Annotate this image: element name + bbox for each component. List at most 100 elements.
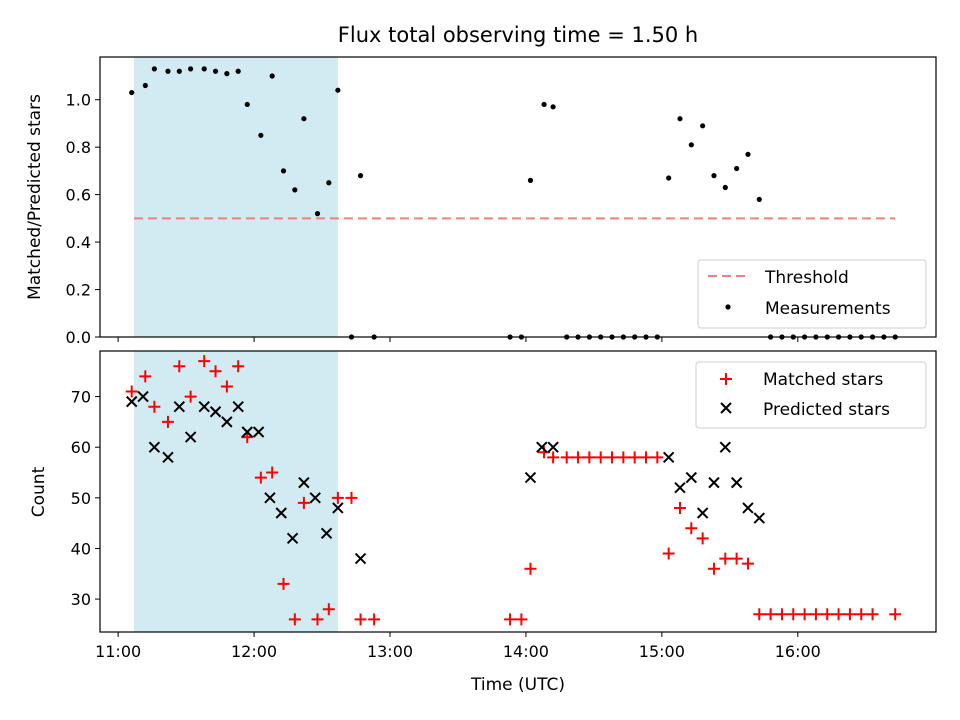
matched-stars-point	[617, 451, 630, 464]
measurement-point	[142, 82, 148, 89]
predicted-stars-point	[536, 441, 548, 453]
measurement-point	[734, 165, 740, 172]
measurement-point	[550, 104, 556, 110]
measurement-point	[224, 71, 230, 77]
measurement-point	[335, 87, 341, 93]
measurement-point	[212, 68, 219, 74]
predicted-stars-point	[173, 400, 186, 413]
x-tick-label: 15:00	[639, 642, 685, 661]
matched-stars-point	[719, 552, 732, 565]
matched-stars-point	[297, 496, 310, 509]
bottom-legend-frame	[695, 361, 927, 429]
matched-stars-point	[821, 608, 834, 621]
matched-stars-point	[148, 400, 161, 413]
matched-stars-point	[504, 613, 517, 626]
measurement-point	[314, 211, 321, 217]
matched-stars-point	[730, 552, 743, 565]
top-axes-frame	[99, 56, 937, 338]
predicted-stars-point	[524, 471, 537, 484]
predicted-stars-point	[332, 502, 344, 514]
bottom-panel: 30 40 50 60 70 11:00 12:00 13:00 14:00 15:00 16:00	[71, 350, 937, 661]
bottom-shaded-region	[133, 351, 338, 632]
matched-stars-point	[266, 466, 279, 479]
measurement-point	[722, 184, 728, 191]
predicted-stars-point	[264, 492, 276, 504]
matched-stars-point	[572, 451, 585, 464]
measurement-point	[235, 68, 241, 74]
matched-stars-point	[198, 355, 211, 368]
x-tick-label: 11:00	[95, 642, 141, 661]
matched-stars-point	[322, 603, 335, 616]
matched-stars-point	[832, 608, 845, 621]
top-y-tick-label: 0.4	[66, 233, 91, 252]
matched-stars-point	[161, 415, 174, 428]
measurement-point	[244, 101, 250, 108]
predicted-stars-point	[275, 507, 287, 519]
matched-stars-point	[173, 360, 186, 373]
matched-stars-point	[125, 385, 138, 398]
measurement-point	[258, 132, 264, 138]
predicted-stars-point	[221, 416, 233, 428]
x-tick-label: 14:00	[503, 642, 549, 661]
measurement-point	[527, 177, 534, 183]
measurement-point	[700, 123, 706, 129]
matched-stars-point	[232, 360, 245, 373]
matched-stars-point	[209, 365, 222, 378]
matched-stars-point	[809, 608, 822, 621]
top-shaded-region	[133, 57, 338, 337]
predicted-stars-point	[148, 441, 161, 453]
matched-stars-point	[547, 451, 560, 464]
matched-stars-point	[707, 562, 720, 575]
predicted-stars-point	[232, 400, 244, 413]
measurement-point	[292, 187, 298, 193]
matched-stars-point	[866, 608, 879, 621]
matched-stars-point	[184, 390, 197, 403]
top-y-tick-label: 0.2	[66, 281, 91, 300]
predicted-stars-point	[662, 451, 675, 464]
top-y-tick-label: 0.0	[66, 328, 91, 347]
predicted-stars-point	[198, 400, 210, 413]
matched-stars-point	[753, 608, 766, 621]
predicted-stars-point	[137, 390, 149, 403]
top-legend-measurement-swatch	[725, 304, 731, 310]
measurement-point	[201, 66, 207, 72]
matched-stars-point	[515, 613, 528, 626]
matched-stars-point	[628, 451, 641, 464]
bottom-legend-matched-swatch	[720, 373, 732, 385]
predicted-stars-point	[708, 476, 720, 489]
predicted-stars-point	[719, 441, 732, 453]
predicted-stars-point	[309, 492, 321, 504]
matched-stars-point	[843, 608, 856, 621]
bottom-y-axis-label: Count	[29, 466, 49, 517]
matched-stars-point	[685, 522, 698, 535]
chart-title: Flux total observing time = 1.50 h	[338, 23, 698, 47]
predicted-stars-point	[742, 502, 754, 514]
predicted-stars-point	[184, 431, 197, 443]
measurement-point	[357, 173, 364, 179]
bottom-y-tick-label: 60	[71, 438, 91, 457]
x-tick-label: 13:00	[367, 642, 413, 661]
predicted-stars-point	[547, 441, 559, 453]
matched-stars-point	[331, 491, 344, 504]
predicted-stars-point	[162, 451, 174, 464]
matched-stars-point	[640, 451, 653, 464]
predicted-stars-point	[126, 395, 138, 408]
bottom-y-tick-label: 40	[71, 539, 91, 558]
measurement-point	[688, 142, 694, 148]
matched-stars-point	[764, 608, 777, 621]
bottom-y-tick-label: 30	[71, 590, 91, 609]
top-panel: 0.0 0.2 0.4 0.6 0.8 1.0	[66, 56, 937, 347]
predicted-stars-point	[753, 512, 765, 524]
matched-stars-point	[651, 451, 664, 464]
matched-stars-point	[368, 613, 381, 626]
measurement-point	[711, 173, 717, 179]
predicted-stars-point	[252, 426, 265, 438]
measurement-point	[151, 66, 157, 72]
matched-stars-point	[594, 451, 607, 464]
matched-stars-point	[606, 451, 619, 464]
predicted-stars-point	[674, 481, 686, 494]
top-legend: Threshold Measurements	[697, 259, 927, 329]
matched-stars-point	[583, 451, 596, 464]
matched-stars-point	[277, 577, 290, 590]
matched-stars-point	[889, 608, 902, 621]
